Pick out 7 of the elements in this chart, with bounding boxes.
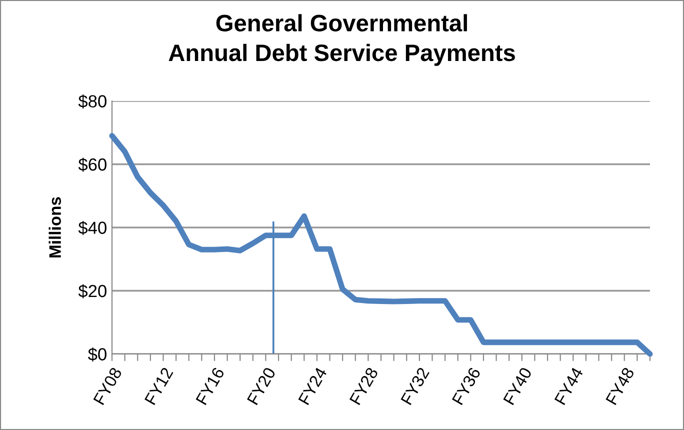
y-tick-label: $40 [78, 220, 106, 235]
y-tick-label: $80 [78, 94, 106, 108]
chart-title: General Governmental Annual Debt Service Payments [168, 14, 515, 66]
y-tick-label: $60 [78, 158, 106, 172]
y-tick-label: $20 [78, 284, 106, 298]
y-axis-title: Millions [48, 197, 61, 258]
y-tick-label: $0 [88, 347, 106, 362]
